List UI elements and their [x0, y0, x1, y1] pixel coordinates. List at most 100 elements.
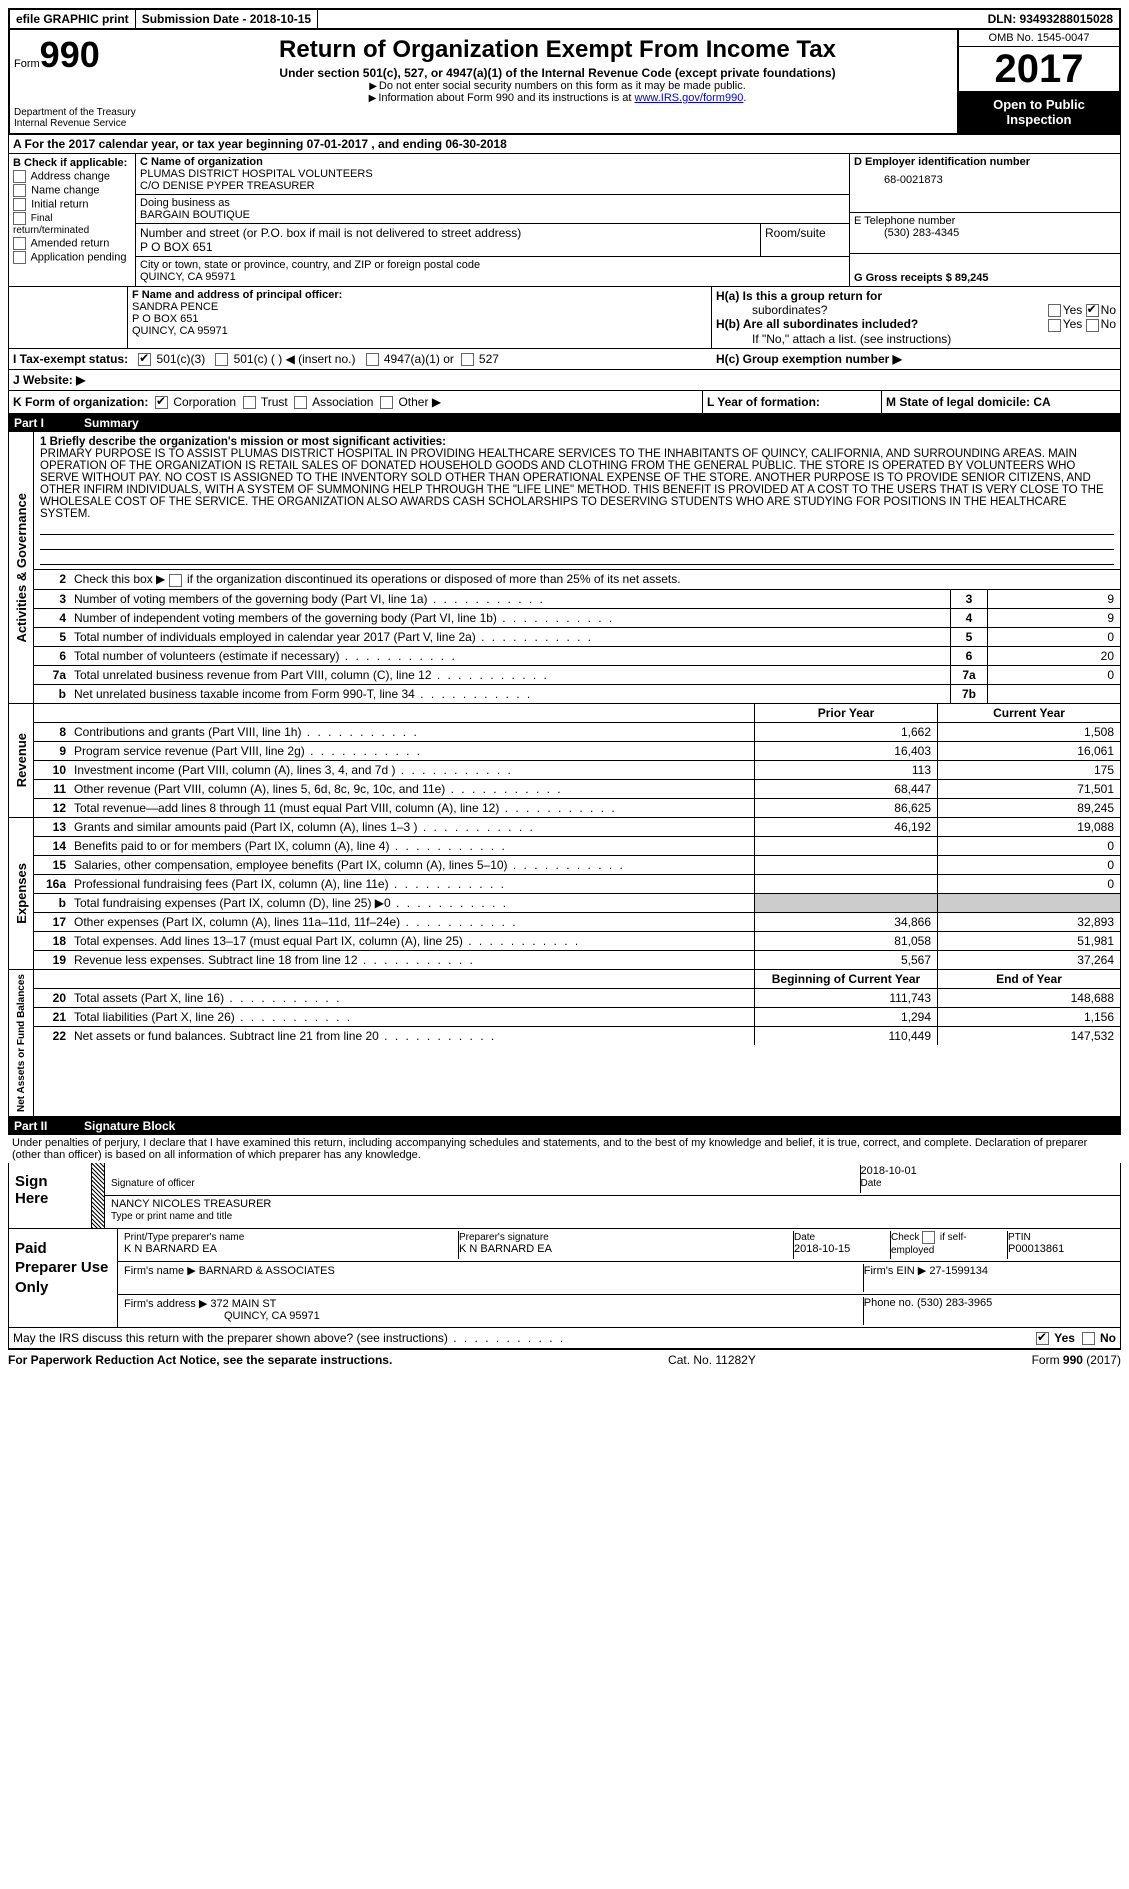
checkbox-name-change[interactable] [13, 184, 26, 197]
checkbox-application-pending[interactable] [13, 251, 26, 264]
footer: For Paperwork Reduction Act Notice, see … [8, 1349, 1121, 1370]
checkbox-527[interactable] [461, 353, 474, 366]
org-name-1: PLUMAS DISTRICT HOSPITAL VOLUNTEERS [140, 168, 845, 180]
form-number: 990 [40, 34, 100, 75]
checkbox-hb-yes[interactable] [1048, 319, 1061, 332]
exp-vert-label: Expenses [12, 859, 31, 928]
gov-row: 6 Total number of volunteers (estimate i… [34, 647, 1120, 666]
efile-label: efile GRAPHIC print [10, 10, 136, 28]
part2-num: Part II [14, 1119, 84, 1133]
firm-addr2: QUINCY, CA 95971 [124, 1310, 320, 1322]
irs-link[interactable]: www.IRS.gov/form990 [635, 92, 744, 104]
section-b-label: B Check if applicable: [13, 157, 131, 169]
expenses-section: Expenses 13 Grants and similar amounts p… [8, 818, 1121, 970]
checkbox-501c[interactable] [215, 353, 228, 366]
current-year-header: Current Year [937, 704, 1120, 722]
section-f-h: F Name and address of principal officer:… [8, 287, 1121, 349]
phone-value: (530) 283-4345 [854, 227, 1116, 239]
gov-row: 5 Total number of individuals employed i… [34, 628, 1120, 647]
ptin-value: P00013861 [1008, 1243, 1064, 1255]
checkbox-initial-return[interactable] [13, 198, 26, 211]
dba-value: BARGAIN BOUTIQUE [140, 209, 845, 221]
prep-date: 2018-10-15 [794, 1243, 850, 1255]
data-row: 18 Total expenses. Add lines 13–17 (must… [34, 932, 1120, 951]
checkbox-discuss-yes[interactable] [1036, 1332, 1049, 1345]
checkbox-4947[interactable] [366, 353, 379, 366]
firm-name: BARNARD & ASSOCIATES [199, 1265, 335, 1277]
checkbox-corp[interactable] [155, 396, 168, 409]
net-vert-label: Net Assets or Fund Balances [14, 970, 29, 1116]
checkbox-final-return[interactable] [13, 212, 26, 225]
ha-label: H(a) Is this a group return for [716, 289, 882, 303]
officer-name: SANDRA PENCE [132, 301, 707, 313]
checkbox-self-employed[interactable] [922, 1231, 935, 1244]
ein-value: 68-0021873 [854, 168, 1116, 186]
sig-name-value: NANCY NICOLES TREASURER [111, 1198, 271, 1210]
form-title: Return of Organization Exempt From Incom… [166, 36, 949, 64]
section-i: I Tax-exempt status: 501(c)(3) 501(c) ( … [8, 349, 1121, 370]
rev-vert-label: Revenue [12, 729, 31, 791]
part1-num: Part I [14, 416, 84, 430]
checkbox-address-change[interactable] [13, 170, 26, 183]
state-domicile: M State of legal domicile: CA [881, 391, 1120, 413]
gov-vert-label: Activities & Governance [12, 489, 31, 647]
signature-block: Sign Here Signature of officer 2018-10-0… [8, 1163, 1121, 1328]
officer-addr2: QUINCY, CA 95971 [132, 325, 707, 337]
hb-attach: If "No," attach a list. (see instruction… [716, 332, 1116, 346]
checkbox-assoc[interactable] [294, 396, 307, 409]
open-to-public-1: Open to Public [963, 97, 1115, 112]
header-grid: B Check if applicable: Address change Na… [8, 154, 1121, 287]
dept-irs: Internal Revenue Service [14, 118, 154, 129]
section-klm: K Form of organization: Corporation Trus… [8, 391, 1121, 414]
street-value: P O BOX 651 [140, 240, 756, 254]
section-b: B Check if applicable: Address change Na… [9, 154, 136, 286]
data-row: 19 Revenue less expenses. Subtract line … [34, 951, 1120, 969]
website-row: J Website: ▶ [8, 370, 1121, 391]
checkbox-discuss-no[interactable] [1082, 1332, 1095, 1345]
form-subtitle: Under section 501(c), 527, or 4947(a)(1)… [166, 66, 949, 80]
gross-receipts: G Gross receipts $ 89,245 [854, 272, 989, 284]
part1-title: Summary [84, 416, 139, 430]
checkbox-hb-no[interactable] [1086, 319, 1099, 332]
tax-year: 2017 [959, 47, 1119, 91]
form-header: Form990 Department of the Treasury Inter… [8, 30, 1121, 135]
data-row: 10 Investment income (Part VIII, column … [34, 761, 1120, 780]
data-row: 9 Program service revenue (Part VIII, li… [34, 742, 1120, 761]
ha-sub: subordinates? [752, 303, 827, 317]
prep-sig: K N BARNARD EA [459, 1243, 552, 1255]
year-formation: L Year of formation: [702, 391, 881, 413]
checkbox-ha-no[interactable] [1086, 304, 1099, 317]
begin-year-header: Beginning of Current Year [754, 970, 937, 988]
open-to-public-2: Inspection [963, 112, 1115, 127]
sig-date-value: 2018-10-01 [861, 1165, 917, 1177]
revenue-section: Revenue Prior Year Current Year 8 Contri… [8, 704, 1121, 818]
officer-addr1: P O BOX 651 [132, 313, 707, 325]
footer-left: For Paperwork Reduction Act Notice, see … [8, 1353, 392, 1367]
prep-name: K N BARNARD EA [124, 1243, 217, 1255]
discuss-row: May the IRS discuss this return with the… [8, 1328, 1121, 1349]
firm-addr-label: Firm's address ▶ [124, 1298, 207, 1310]
data-row: 12 Total revenue—add lines 8 through 11 … [34, 799, 1120, 817]
checkbox-ha-yes[interactable] [1048, 304, 1061, 317]
ein-label: D Employer identification number [854, 156, 1116, 168]
activities-governance: Activities & Governance 1 Briefly descri… [8, 432, 1121, 703]
data-row: 16a Professional fundraising fees (Part … [34, 875, 1120, 894]
checkbox-other[interactable] [380, 396, 393, 409]
checkbox-trust[interactable] [243, 396, 256, 409]
data-row: 17 Other expenses (Part IX, column (A), … [34, 913, 1120, 932]
sign-arrow-icon [92, 1163, 105, 1228]
penalty-text: Under penalties of perjury, I declare th… [8, 1135, 1121, 1163]
room-suite-label: Room/suite [760, 224, 849, 257]
data-row: 20 Total assets (Part X, line 16) 111,74… [34, 989, 1120, 1008]
discuss-text: May the IRS discuss this return with the… [13, 1331, 448, 1345]
form-org-label: K Form of organization: [13, 395, 148, 409]
part1-header: Part I Summary [8, 414, 1121, 432]
part2-header: Part II Signature Block [8, 1117, 1121, 1135]
checkbox-amended[interactable] [13, 237, 26, 250]
top-bar: efile GRAPHIC print Submission Date - 20… [8, 8, 1121, 30]
data-row: 11 Other revenue (Part VIII, column (A),… [34, 780, 1120, 799]
checkbox-discontinued[interactable] [169, 574, 182, 587]
gov-row: 7a Total unrelated business revenue from… [34, 666, 1120, 685]
sig-name-label: Type or print name and title [111, 1211, 232, 1222]
checkbox-501c3[interactable] [138, 353, 151, 366]
